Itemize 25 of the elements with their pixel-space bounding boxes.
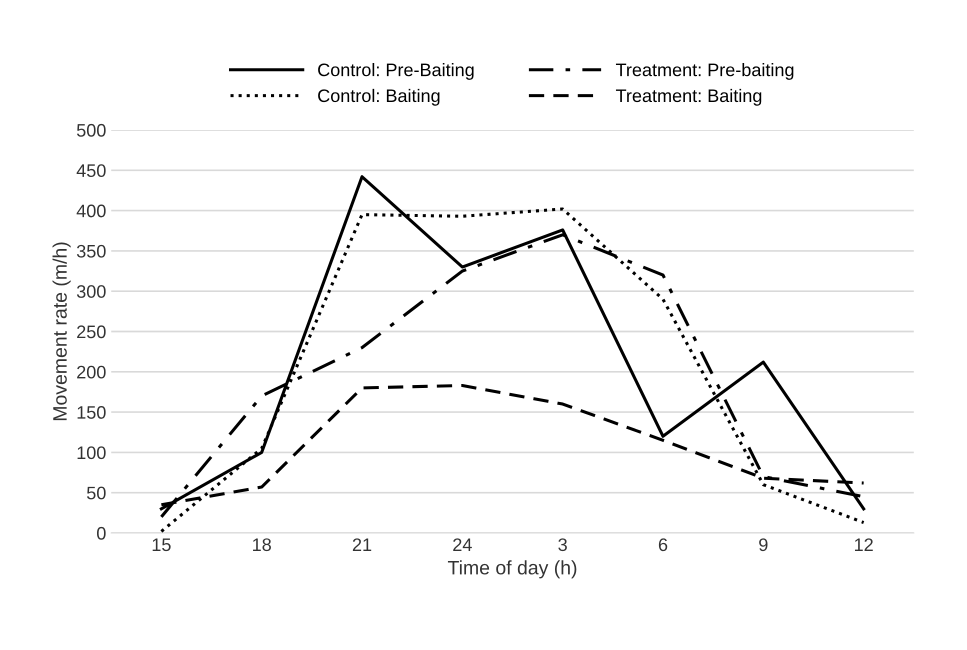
legend-label: Treatment: Pre-baiting: [616, 63, 794, 80]
y-tick-label: 150: [78, 406, 106, 419]
y-axis-title: Movement rate (m/h): [52, 242, 71, 420]
y-tick-label: 200: [77, 366, 106, 379]
y-tick-label: 350: [76, 244, 106, 258]
y-tick-label: 100: [78, 446, 106, 460]
y-tick-label: 250: [77, 325, 106, 338]
y-tick-label: 400: [76, 204, 106, 218]
x-tick-label: 12: [854, 538, 873, 551]
x-tick-label: 15: [152, 538, 171, 552]
legend-label: Control: Pre-Baiting: [318, 63, 474, 80]
y-tick-label: 50: [86, 486, 106, 500]
x-tick-label: 24: [453, 538, 472, 551]
x-tick-label: 9: [759, 538, 768, 552]
legend-label: Control: Baiting: [318, 88, 440, 106]
x-axis-title: Time of day (h): [448, 560, 576, 578]
legend-label: Treatment: Baiting: [616, 88, 762, 106]
x-tick-label: 3: [558, 538, 567, 552]
y-tick-label: 500: [76, 124, 106, 137]
x-tick-label: 21: [352, 538, 372, 551]
y-tick-label: 450: [76, 164, 106, 178]
y-tick-label: 300: [76, 285, 106, 298]
x-tick-label: 6: [658, 538, 668, 552]
y-tick-label: 0: [97, 526, 106, 540]
x-tick-label: 18: [253, 538, 271, 552]
